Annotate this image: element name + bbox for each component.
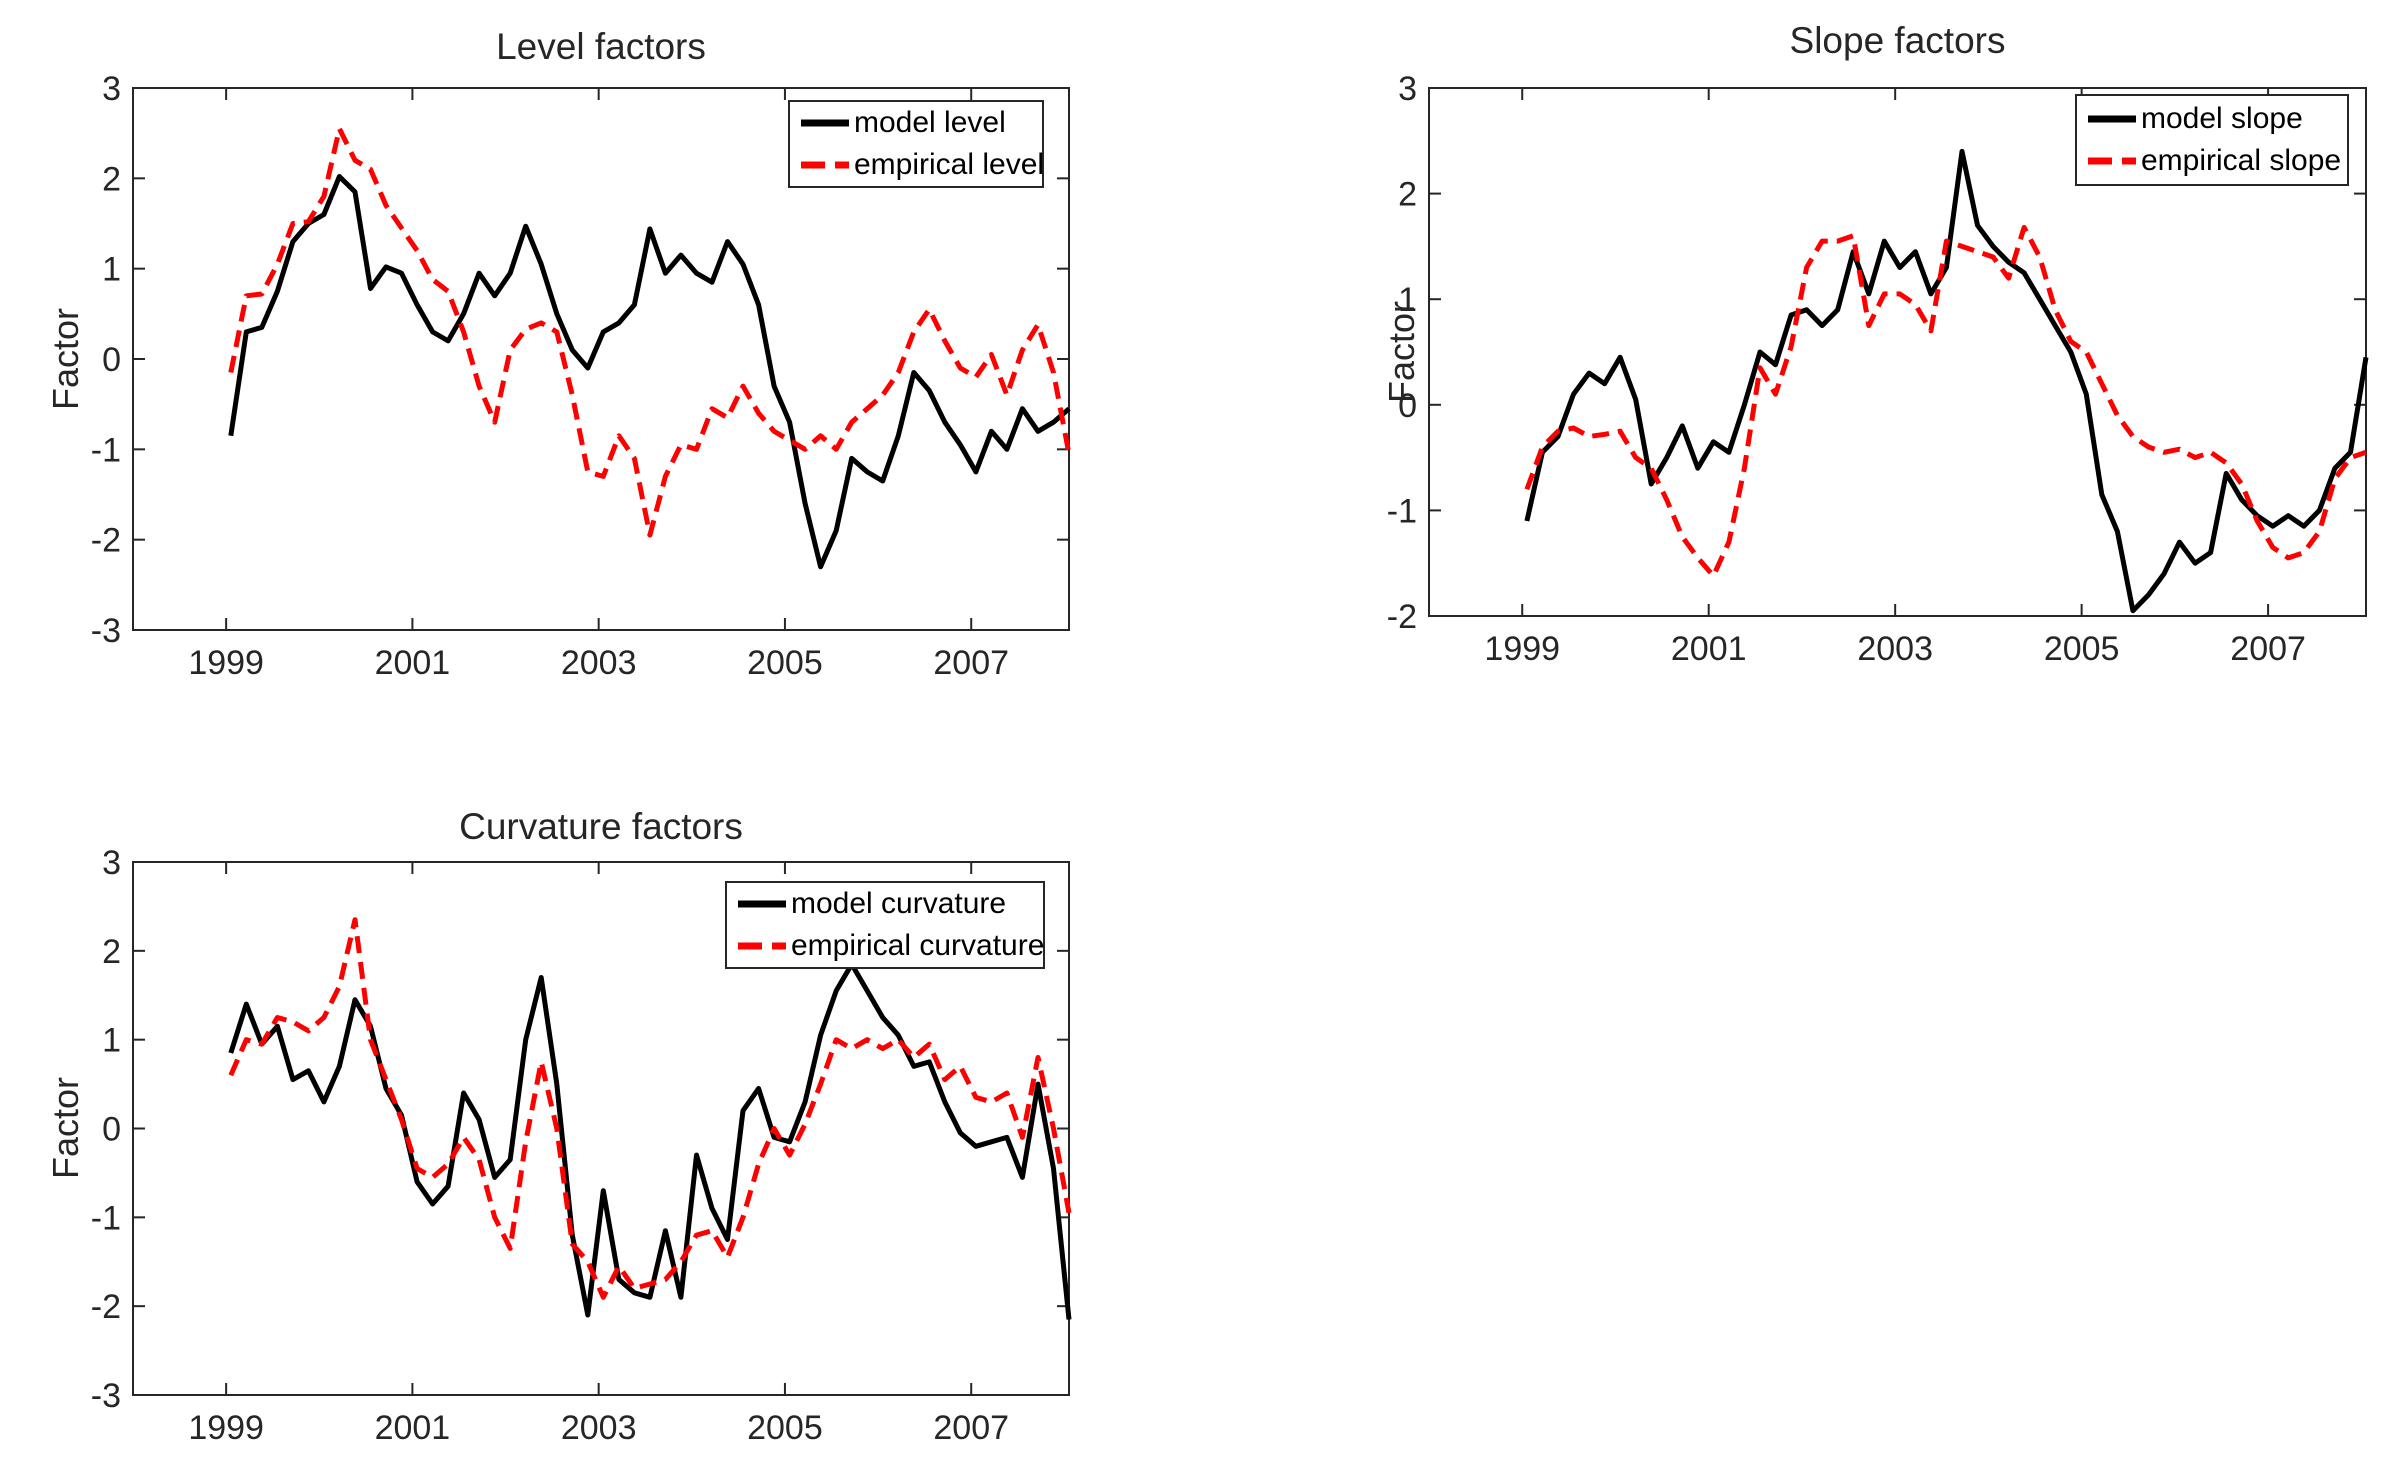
y-tick-label: 2 xyxy=(102,933,121,971)
legend-item-empirical-curvature: empirical curvature xyxy=(737,929,1044,964)
y-tick-label: -2 xyxy=(91,1288,121,1326)
x-tick-label: 2003 xyxy=(561,1409,637,1447)
legend-item-model-curvature: model curvature xyxy=(737,887,1035,922)
x-tick-label: 2007 xyxy=(933,644,1009,682)
legend-label-model-level: model level xyxy=(854,105,1006,139)
empirical-curvature-line-swatch xyxy=(738,942,786,950)
y-tick-label: -2 xyxy=(91,522,121,560)
x-tick-label: 1999 xyxy=(1484,630,1560,668)
legend-label-empirical-curvature: empirical curvature xyxy=(791,929,1045,962)
x-tick-label: 2005 xyxy=(2044,630,2120,668)
y-tick-label: 3 xyxy=(102,844,121,882)
slope-y-axis-label: Factor xyxy=(1381,300,1422,404)
legend-label-empirical-level: empirical level xyxy=(854,148,1045,181)
level-chart-title: Level factors xyxy=(496,26,706,67)
empirical-level-line-swatch xyxy=(801,161,849,169)
y-tick-label: -1 xyxy=(91,431,121,469)
x-tick-label: 2001 xyxy=(375,644,451,682)
level-y-axis-label: Factor xyxy=(45,307,86,411)
empirical-level-line xyxy=(228,126,1072,538)
legend-label-empirical-slope: empirical slope xyxy=(2141,144,2342,177)
x-tick-label: 1999 xyxy=(188,644,264,682)
axis-box xyxy=(1428,87,2367,617)
y-tick-label: 1 xyxy=(102,251,121,289)
y-tick-label: 0 xyxy=(102,341,121,379)
legend-label-model-slope: model slope xyxy=(2141,101,2303,135)
y-tick-label: -2 xyxy=(1387,598,1417,636)
curvature-legend: model curvature empirical curvature xyxy=(725,881,1045,969)
legend-item-model-slope: model slope xyxy=(2087,102,2339,137)
y-tick-label: 1 xyxy=(1398,281,1417,319)
y-tick-label: -3 xyxy=(91,612,121,650)
curvature-factors-chart: 1999 2001 2003 2005 2007 -3 -2 -1 0 1 2 3 Curvature… xyxy=(36,780,1156,1466)
empirical-curvature-line xyxy=(228,917,1072,1300)
x-tick-label: 2007 xyxy=(933,1409,1009,1447)
y-tick-label: 1 xyxy=(102,1022,121,1060)
model-level-line-swatch xyxy=(801,119,849,127)
y-tick-label: -3 xyxy=(91,1377,121,1415)
x-tick-label: 2001 xyxy=(1671,630,1747,668)
x-tick-label: 2005 xyxy=(747,644,823,682)
y-tick-label: 3 xyxy=(1398,70,1417,108)
legend-label-model-curvature: model curvature xyxy=(791,886,1007,920)
slope-legend: model slope empirical slope xyxy=(2075,94,2349,186)
model-curvature-line-swatch xyxy=(738,900,786,908)
x-tick-label: 2003 xyxy=(561,644,637,682)
x-tick-label: 2005 xyxy=(747,1409,823,1447)
legend-item-model-level: model level xyxy=(800,106,1034,141)
y-tick-label: 0 xyxy=(1398,387,1417,425)
level-plot-area: 1999 2001 2003 2005 2007 -3 -2 -1 0 1 2 3 xyxy=(91,70,1072,682)
y-tick-label: 2 xyxy=(1398,176,1417,214)
x-tick-label: 2007 xyxy=(2230,630,2306,668)
curvature-y-axis-label: Factor xyxy=(45,1076,86,1180)
level-factors-chart: 1999 2001 2003 2005 2007 -3 -2 -1 0 1 2 3 Level fac… xyxy=(36,0,1156,700)
model-level-line xyxy=(228,174,1071,570)
y-tick-label: -1 xyxy=(91,1199,121,1237)
y-tick-label: 2 xyxy=(102,160,121,198)
legend-item-empirical-level: empirical level xyxy=(800,148,1044,183)
x-tick-label: 2001 xyxy=(375,1409,451,1447)
model-slope-line-swatch xyxy=(2088,115,2136,123)
x-tick-label: 2003 xyxy=(1857,630,1933,668)
x-tick-label: 1999 xyxy=(188,1409,264,1447)
model-slope-line xyxy=(1524,148,2369,614)
slope-chart-title: Slope factors xyxy=(1789,20,2006,61)
slope-plot-area: 1999 2001 2003 2005 2007 -2 -1 0 1 2 3 xyxy=(1387,70,2369,668)
empirical-slope-line xyxy=(1524,224,2367,579)
y-tick-label: 0 xyxy=(102,1111,121,1149)
curvature-plot-area: 1999 2001 2003 2005 2007 -3 -2 -1 0 1 2 3 xyxy=(91,844,1072,1447)
model-curvature-line xyxy=(228,961,1072,1320)
y-tick-label: 3 xyxy=(102,70,121,108)
legend-item-empirical-slope: empirical slope xyxy=(2087,144,2342,179)
level-legend: model level empirical level xyxy=(788,100,1044,188)
y-tick-label: -1 xyxy=(1387,492,1417,530)
empirical-slope-line-swatch xyxy=(2088,157,2136,165)
curvature-chart-title: Curvature factors xyxy=(459,806,743,847)
slope-factors-chart: 1999 2001 2003 2005 2007 -2 -1 0 1 2 3 Slope facto… xyxy=(1360,0,2384,700)
